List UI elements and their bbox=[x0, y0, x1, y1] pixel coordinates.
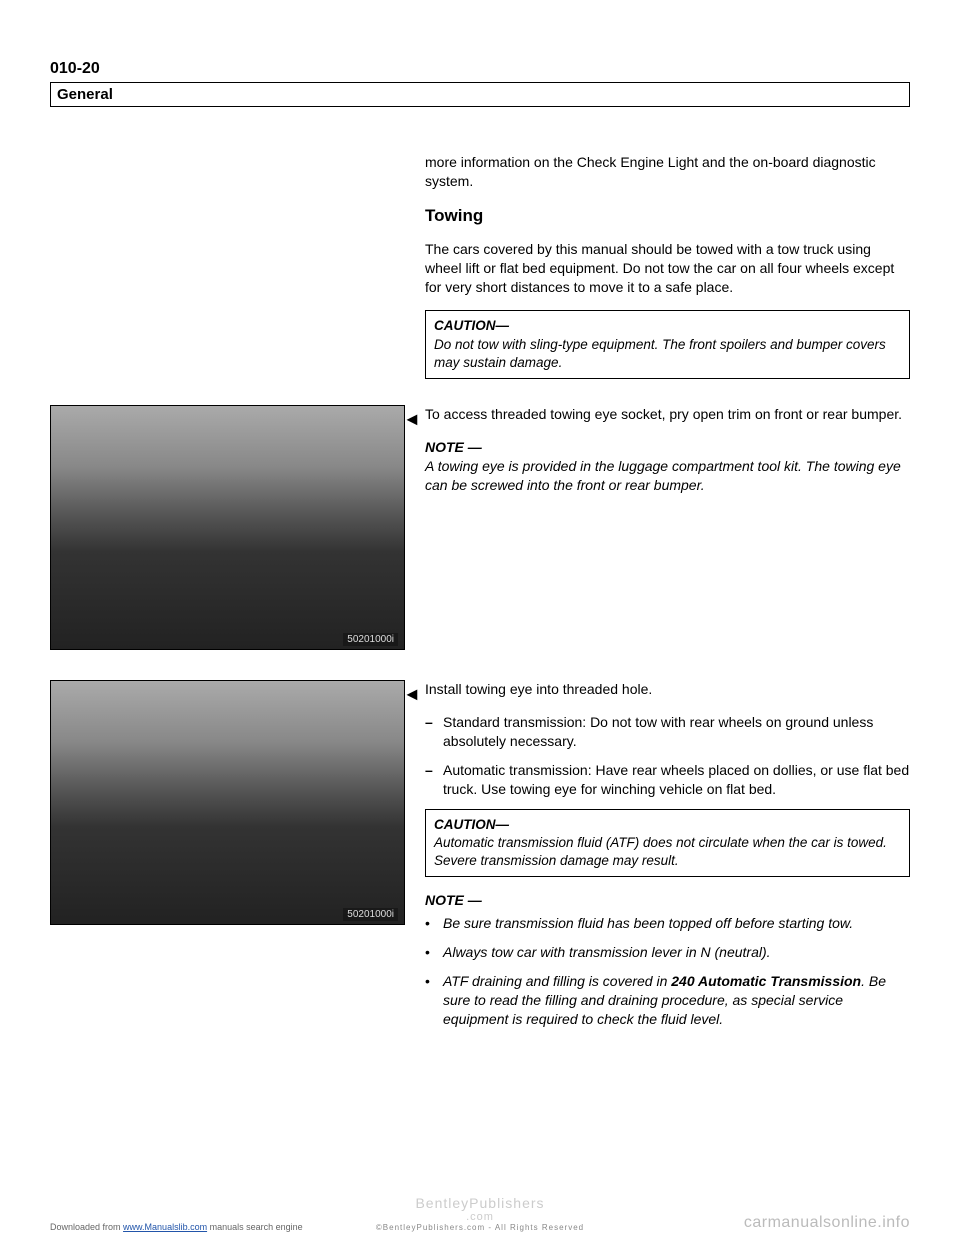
figure-label: 50201000i bbox=[343, 633, 398, 646]
cross-ref: 240 Automatic Transmission bbox=[671, 973, 861, 989]
note-bullet: ATF draining and filling is covered in 2… bbox=[443, 972, 910, 1029]
figure-label: 50201000i bbox=[343, 908, 398, 921]
bullet-icon: • bbox=[425, 943, 443, 962]
bullet-auto-trans: – Automatic transmission: Have rear whee… bbox=[425, 761, 910, 799]
note-text: A towing eye is provided in the luggage … bbox=[425, 458, 901, 493]
bullet-icon: • bbox=[425, 914, 443, 933]
towing-intro: The cars covered by this manual should b… bbox=[425, 240, 910, 297]
caution-label: CAUTION— bbox=[434, 318, 509, 333]
bullet-text: Automatic transmission: Have rear wheels… bbox=[443, 761, 910, 799]
step-install-eye: ◄ Install towing eye into threaded hole. bbox=[425, 680, 910, 699]
dash-icon: – bbox=[425, 713, 443, 751]
manualslib-link[interactable]: www.Manualslib.com bbox=[123, 1222, 207, 1232]
footer-left: Downloaded from www.Manualslib.com manua… bbox=[50, 1222, 303, 1232]
step-access-socket: ◄ To access threaded towing eye socket, … bbox=[425, 405, 910, 424]
figure-towing-eye-installed: 50201000i bbox=[50, 680, 405, 925]
arrow-icon: ◄ bbox=[403, 682, 421, 706]
caution-text: Automatic transmission fluid (ATF) does … bbox=[434, 835, 887, 868]
note-block-2: NOTE — • Be sure transmission fluid has … bbox=[425, 891, 910, 1028]
caution-box-1: CAUTION— Do not tow with sling-type equi… bbox=[425, 310, 910, 379]
step-text: Install towing eye into threaded hole. bbox=[425, 681, 652, 697]
bullet-text: Standard transmission: Do not tow with r… bbox=[443, 713, 910, 751]
note-bullet: Always tow car with transmission lever i… bbox=[443, 943, 910, 962]
page-number: 010-20 bbox=[50, 60, 910, 78]
note-bullet: Be sure transmission fluid has been topp… bbox=[443, 914, 910, 933]
note-block-1: NOTE — A towing eye is provided in the l… bbox=[425, 438, 910, 495]
caution-label: CAUTION— bbox=[434, 817, 509, 832]
bullet-standard-trans: – Standard transmission: Do not tow with… bbox=[425, 713, 910, 751]
caution-box-2: CAUTION— Automatic transmission fluid (A… bbox=[425, 809, 910, 878]
copyright-text: ©BentleyPublishers.com - All Rights Rese… bbox=[376, 1223, 584, 1232]
step-text: To access threaded towing eye socket, pr… bbox=[425, 406, 902, 422]
footer-center: BentleyPublishers .com ©BentleyPublisher… bbox=[376, 1195, 584, 1232]
towing-heading: Towing bbox=[425, 205, 910, 228]
check-engine-para: more information on the Check Engine Lig… bbox=[425, 153, 910, 191]
note-label: NOTE — bbox=[425, 439, 482, 455]
section-header: General bbox=[50, 82, 910, 107]
caution-text: Do not tow with sling-type equipment. Th… bbox=[434, 337, 886, 370]
publisher-watermark: BentleyPublishers bbox=[376, 1195, 584, 1211]
dash-icon: – bbox=[425, 761, 443, 799]
manual-page: 010-20 General more information on the C… bbox=[0, 0, 960, 1242]
arrow-icon: ◄ bbox=[403, 407, 421, 431]
note-label: NOTE — bbox=[425, 892, 482, 908]
publisher-domain: .com bbox=[376, 1211, 584, 1223]
bullet-icon: • bbox=[425, 972, 443, 1029]
watermark-right: carmanualsonline.info bbox=[744, 1214, 910, 1232]
figure-towing-socket: 50201000i bbox=[50, 405, 405, 650]
